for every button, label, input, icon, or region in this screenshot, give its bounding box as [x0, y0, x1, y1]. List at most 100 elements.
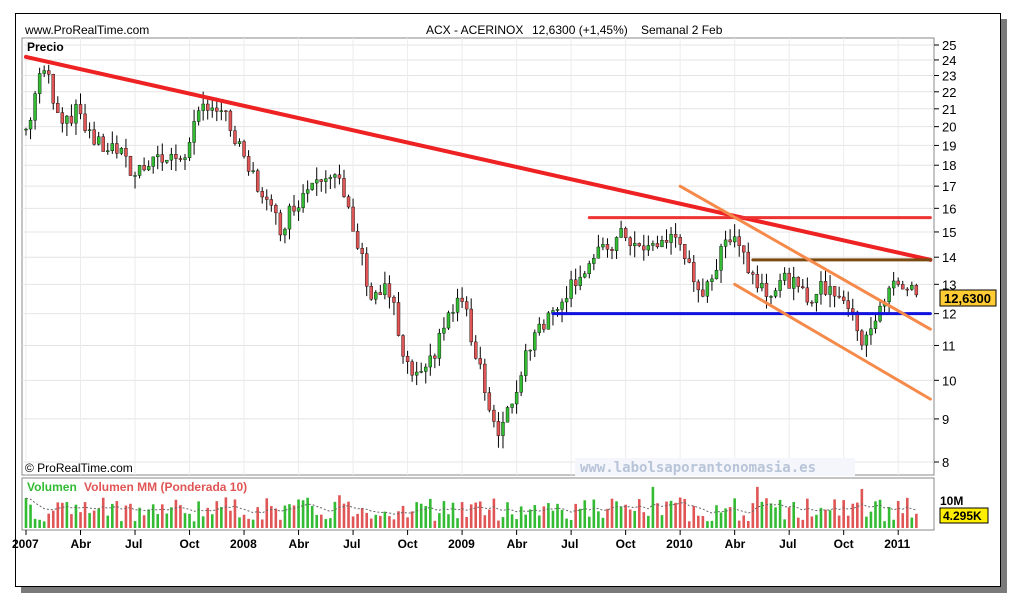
volume-bar [801, 519, 805, 528]
volume-bar [597, 511, 600, 528]
candle-body [823, 281, 828, 295]
volume-bar [192, 521, 196, 528]
candle-body [110, 143, 115, 152]
volume-bar [728, 507, 732, 528]
volume-bar [229, 510, 232, 528]
candle-body [351, 206, 355, 232]
y-tick-label: 19 [942, 138, 956, 153]
x-tick-label: Abr [507, 537, 528, 551]
volume-bar [242, 514, 246, 528]
candle-body [24, 128, 28, 131]
candle-body [628, 237, 632, 247]
candle-body [792, 276, 796, 289]
candle-body [687, 258, 691, 263]
volume-bar [183, 513, 187, 528]
volume-bar [851, 503, 855, 528]
volume-bar [365, 512, 369, 528]
volume-panel [21, 477, 935, 531]
candle-body [914, 285, 919, 296]
y-tick-label: 24 [942, 53, 956, 68]
candle-body [646, 245, 651, 251]
candle-body [196, 110, 201, 122]
candle-body [328, 177, 333, 179]
volume-bar [769, 503, 773, 528]
candle-body [669, 234, 673, 243]
volume-bar [315, 514, 319, 528]
candle-body [637, 243, 641, 247]
volume-bar [519, 506, 523, 528]
volume-bar [392, 519, 396, 528]
volume-bar [174, 499, 178, 528]
candle-body [710, 278, 714, 282]
candle-body [219, 110, 224, 112]
volume-bar [488, 509, 491, 528]
candle-body [378, 292, 383, 295]
volume-bar [674, 502, 677, 528]
candle-body [69, 115, 74, 124]
candle-body [782, 272, 787, 281]
volume-bar [401, 505, 405, 528]
volume-bar [592, 499, 596, 528]
volume-bar [447, 514, 450, 528]
volume-panel-label-part1: Volumen [27, 480, 77, 494]
candle-body [633, 243, 637, 247]
candle-body [342, 178, 346, 197]
candle-body [814, 293, 819, 303]
x-tick-label: 2007 [12, 537, 39, 551]
volume-bar [556, 503, 559, 528]
candle-body [137, 165, 142, 176]
volume-bar [587, 516, 591, 528]
candle-body [360, 248, 364, 254]
x-tick-label: Jul [343, 537, 360, 551]
period-label: Semanal 2 Feb [641, 23, 723, 37]
volume-bar [415, 502, 418, 528]
trendlines [24, 54, 933, 401]
candle-body [501, 421, 505, 436]
volume-bar [460, 502, 464, 528]
candle-body [60, 112, 65, 124]
volume-bar [33, 518, 37, 528]
volume-bar [619, 506, 623, 528]
volume-bar [815, 514, 818, 528]
x-tick-label: Jul [125, 537, 142, 551]
candle-body [56, 103, 60, 113]
volume-bar [483, 515, 487, 528]
candle-body [146, 166, 151, 171]
volume-bar [220, 507, 223, 528]
candle-body [723, 239, 728, 247]
volume-bar [42, 521, 46, 528]
candle-body [165, 159, 169, 163]
volume-bar [806, 498, 809, 528]
candle-body [510, 403, 514, 408]
candle-body [760, 282, 764, 289]
watermark-band [575, 458, 855, 476]
volume-bar [724, 508, 727, 528]
candle-body [860, 330, 864, 346]
candle-body [210, 107, 214, 111]
x-tick-label: Jul [779, 537, 796, 551]
volume-bar [787, 507, 791, 528]
volume-bar [538, 515, 541, 528]
last-volume-tag [939, 507, 989, 524]
volume-bar [410, 511, 414, 528]
volume-bar [274, 508, 278, 528]
volume-bar [715, 505, 718, 528]
volume-bar [101, 497, 105, 528]
volume-bar [683, 498, 686, 528]
candle-body [28, 119, 33, 130]
volume-bar [465, 516, 468, 528]
volume-bar [842, 500, 845, 528]
y-tick-label: 18 [942, 158, 956, 173]
volume-bar [292, 505, 296, 528]
last-price-value: 12,6300 [944, 291, 991, 306]
volume-bar [860, 488, 864, 528]
candle-body [228, 110, 233, 131]
volume-bar [706, 521, 709, 528]
volume-bar [497, 520, 500, 528]
volume-bar [687, 521, 691, 528]
candle-body [355, 231, 360, 249]
volume-bar [70, 514, 73, 528]
volume-bar [142, 515, 146, 528]
candle-body [832, 286, 837, 297]
candle-body [737, 236, 741, 246]
